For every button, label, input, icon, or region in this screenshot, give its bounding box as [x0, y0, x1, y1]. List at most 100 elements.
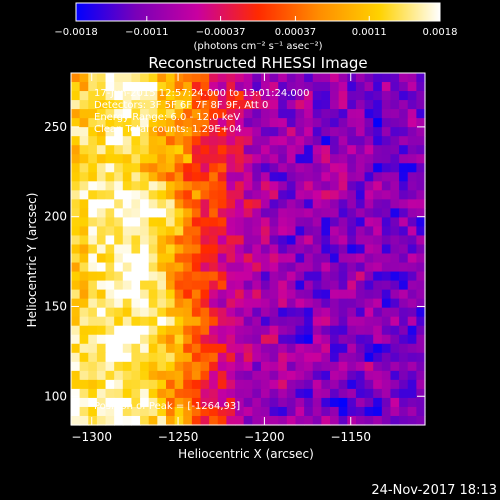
heatmap-cell [122, 154, 133, 164]
heatmap-cell [416, 415, 426, 426]
heatmap-cell [321, 217, 331, 228]
heatmap-cell [183, 82, 193, 92]
heatmap-cell [286, 136, 297, 146]
heatmap-cell [355, 280, 366, 291]
heatmap-cell [295, 271, 305, 282]
heatmap-cell [96, 406, 107, 417]
heatmap-cell [252, 244, 262, 255]
heatmap-cell [304, 316, 314, 327]
heatmap-cell [243, 136, 253, 146]
heatmap-cell [174, 82, 184, 92]
heatmap-cell [390, 163, 400, 173]
heatmap-cell [278, 307, 288, 318]
heatmap-cell [183, 406, 193, 417]
heatmap-cell [183, 343, 193, 354]
heatmap-cell [71, 91, 81, 101]
heatmap-cell [252, 253, 262, 264]
heatmap-cell [235, 127, 245, 137]
heatmap-cell [390, 406, 400, 417]
x-tick-label: −1250 [158, 430, 199, 444]
heatmap-cell [407, 289, 417, 300]
heatmap-cell [286, 316, 297, 327]
heatmap-cell [165, 109, 176, 119]
heatmap-cell [191, 370, 202, 381]
heatmap-cell [364, 235, 374, 246]
heatmap-cell [304, 298, 314, 309]
heatmap-cell [321, 109, 331, 119]
heatmap-cell [217, 145, 228, 155]
heatmap-cell [243, 190, 253, 200]
heatmap-cell [364, 325, 374, 336]
heatmap-cell [200, 181, 210, 191]
heatmap-cell [286, 172, 297, 182]
heatmap-cell [105, 172, 115, 182]
heatmap-cell [191, 379, 202, 390]
heatmap-cell [381, 172, 392, 182]
heatmap-cell [105, 316, 115, 327]
heatmap-cell [217, 82, 228, 92]
heatmap-cell [364, 136, 374, 146]
heatmap-cell [226, 262, 236, 273]
heatmap-cell [330, 379, 340, 390]
heatmap-cell [200, 262, 210, 273]
heatmap-cell [286, 244, 297, 255]
heatmap-cell [217, 298, 228, 309]
heatmap-cell [114, 235, 124, 246]
heatmap-cell [260, 388, 271, 399]
heatmap-cell [330, 82, 340, 92]
heatmap-cell [122, 289, 133, 300]
heatmap-cell [355, 289, 366, 300]
heatmap-cell [312, 244, 322, 255]
heatmap-cell [286, 73, 297, 83]
heatmap-cell [252, 100, 262, 110]
heatmap-cell [96, 334, 107, 345]
heatmap-cell [131, 127, 141, 137]
heatmap-cell [381, 361, 392, 372]
heatmap-cell [88, 307, 98, 318]
heatmap-cell [183, 271, 193, 282]
heatmap-cell [312, 154, 322, 164]
heatmap-cell [286, 388, 297, 399]
heatmap-cell [416, 217, 426, 228]
heatmap-cell [174, 190, 184, 200]
heatmap-cell [304, 181, 314, 191]
heatmap-cell [200, 226, 210, 237]
heatmap-cell [278, 253, 288, 264]
heatmap-cell [347, 136, 357, 146]
heatmap-cell [286, 118, 297, 128]
heatmap-cell [148, 271, 158, 282]
heatmap-cell [260, 307, 271, 318]
heatmap-cell [260, 91, 271, 101]
heatmap-cell [71, 199, 81, 209]
heatmap-cell [71, 415, 81, 426]
heatmap-cell [286, 199, 297, 209]
heatmap-cell [338, 73, 348, 83]
heatmap-cell [157, 73, 167, 83]
heatmap-cell [165, 316, 176, 327]
heatmap-cell [252, 199, 262, 209]
heatmap-cell [373, 397, 383, 408]
heatmap-cell [312, 190, 322, 200]
heatmap-cell [312, 316, 322, 327]
heatmap-cell [312, 136, 322, 146]
heatmap-cell [399, 100, 409, 110]
heatmap-cell [416, 172, 426, 182]
heatmap-cell [191, 325, 202, 336]
heatmap-cell [269, 271, 279, 282]
heatmap-cell [347, 397, 357, 408]
heatmap-cell [243, 199, 253, 209]
heatmap-cell [364, 415, 374, 426]
heatmap-cell [355, 235, 366, 246]
heatmap-cell [338, 208, 348, 219]
heatmap-cell [200, 163, 210, 173]
heatmap-cell [269, 145, 279, 155]
heatmap-cell [114, 388, 124, 399]
heatmap-cell [157, 307, 167, 318]
heatmap-cell [200, 91, 210, 101]
heatmap-cell [304, 208, 314, 219]
heatmap-cell [114, 280, 124, 291]
heatmap-cell [295, 397, 305, 408]
heatmap-cell [114, 343, 124, 354]
heatmap-cell [157, 235, 167, 246]
heatmap-cell [381, 352, 392, 363]
